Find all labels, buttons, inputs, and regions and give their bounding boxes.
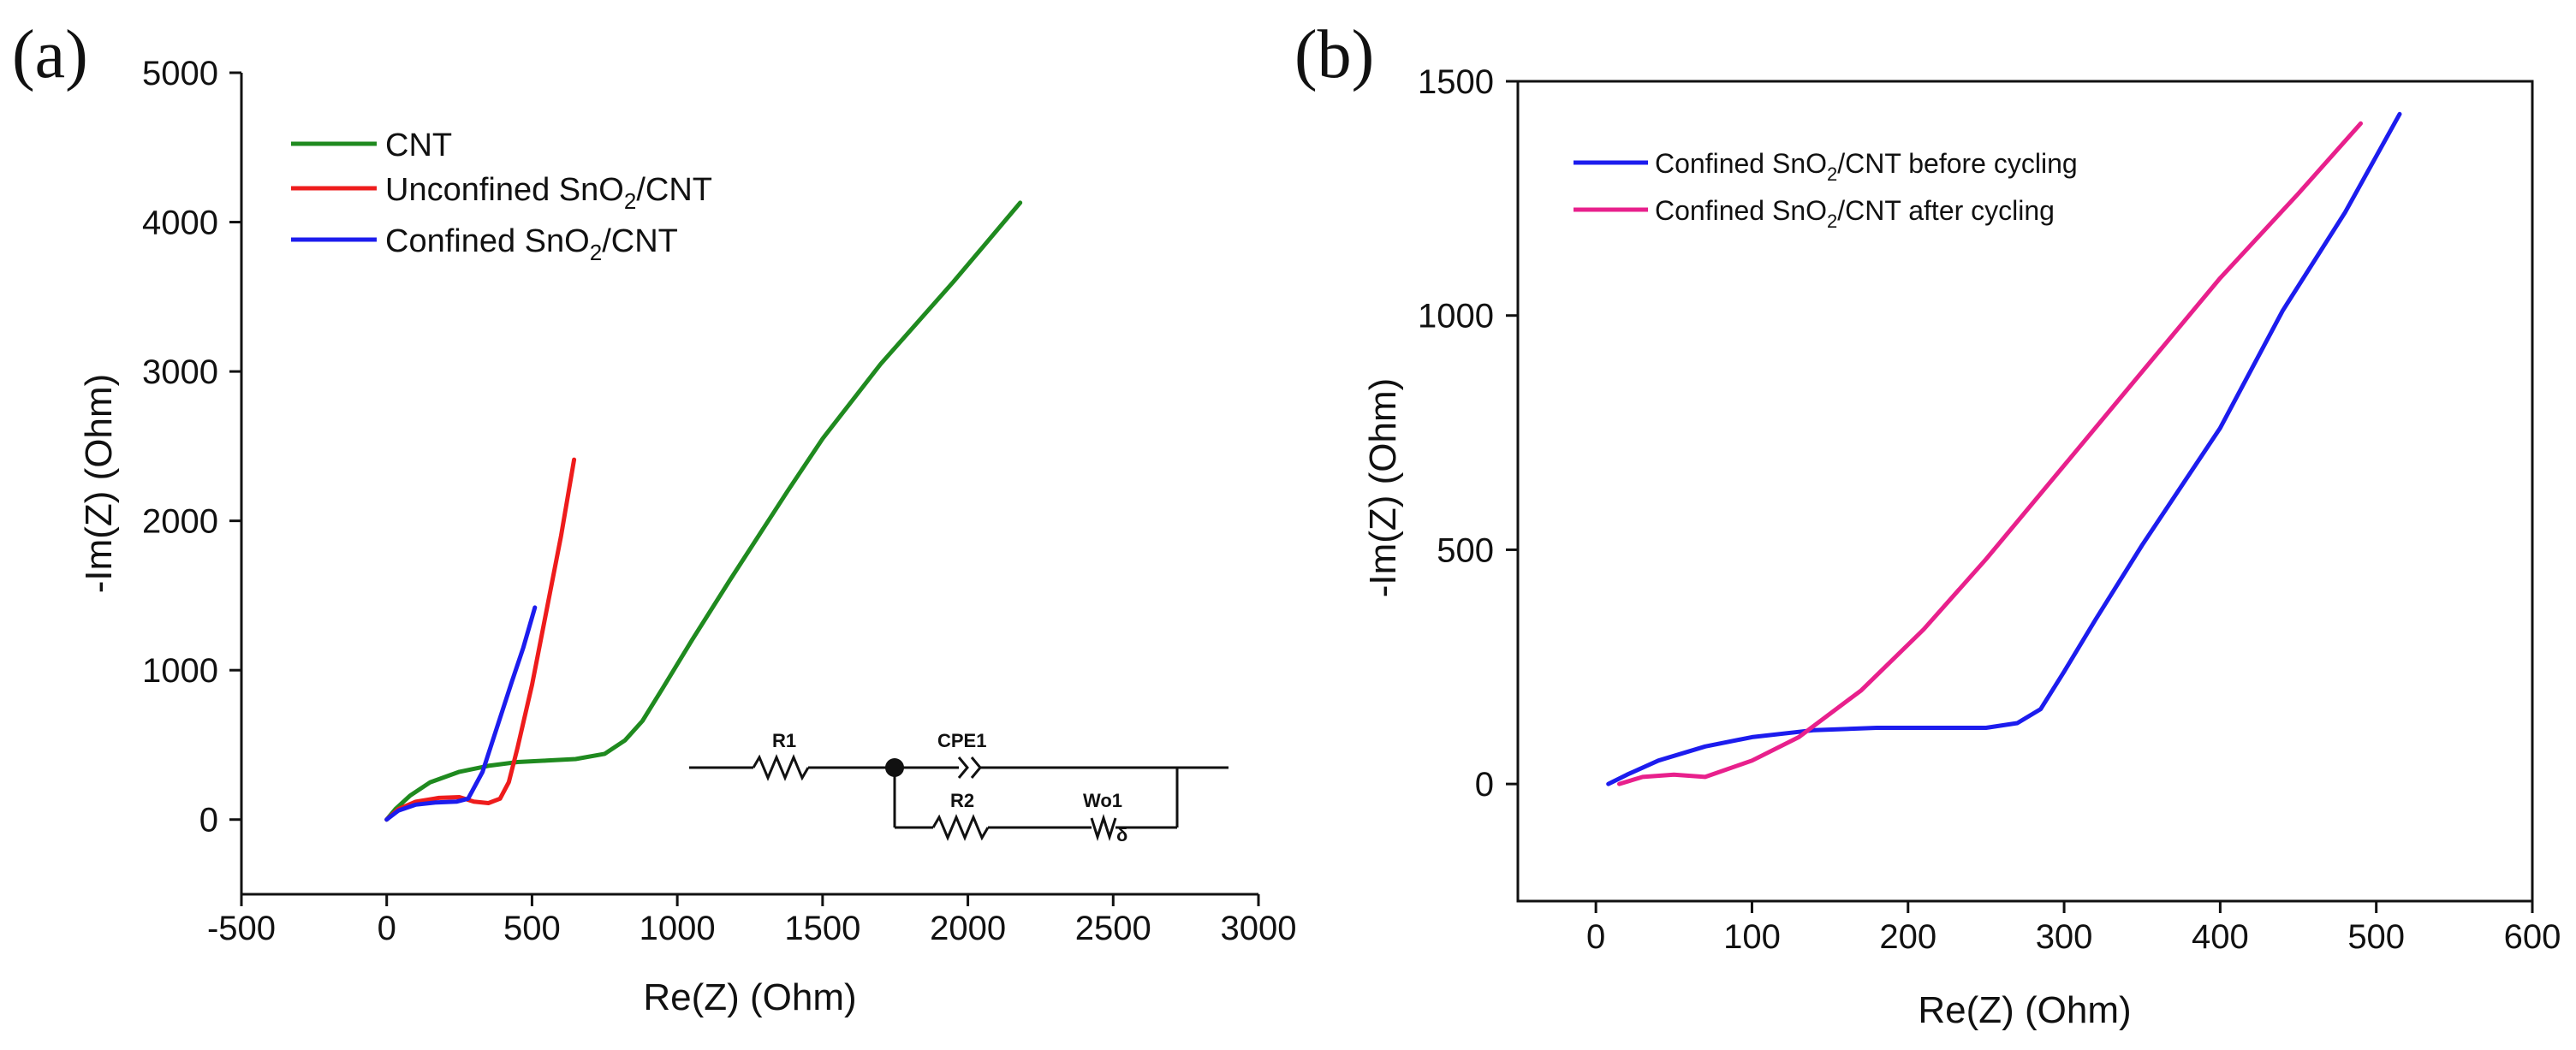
- series-line-unconfined-sno2-cnt: [384, 457, 577, 822]
- panel-b-x-axis-title: Re(Z) (Ohm): [1918, 989, 2131, 1031]
- panel-a-label: (a): [12, 17, 88, 92]
- cpe-icon: [957, 756, 969, 779]
- x-tick-label: 2000: [930, 910, 1006, 947]
- x-tick-label: -500: [207, 910, 276, 947]
- y-tick-label: 1500: [1418, 63, 1494, 101]
- panel-b-x-ticks: 0 100 200 300 400 500 600: [1586, 901, 2561, 956]
- y-tick-label: 0: [199, 802, 218, 839]
- x-tick-label: 200: [1879, 918, 1936, 956]
- x-tick-label: 500: [2347, 918, 2405, 956]
- circuit-label-r2: R2: [950, 790, 974, 811]
- x-tick-label: 100: [1723, 918, 1781, 956]
- panel-b-y-axis-title: -Im(Z) (Ohm): [1362, 378, 1404, 598]
- x-tick-label: 0: [1586, 918, 1605, 956]
- panel-b-plot-frame: [1516, 80, 2534, 903]
- y-tick-label: 5000: [142, 55, 218, 92]
- panel-a-y-ticks: 0 1000 2000 3000 4000 5000: [142, 55, 241, 839]
- y-tick-label: 4000: [142, 205, 218, 242]
- legend-label-before-cycling: Confined SnO2/CNT before cycling: [1655, 148, 2078, 185]
- resistor-r2-icon: [931, 814, 990, 841]
- y-tick-label: 1000: [142, 652, 218, 690]
- x-tick-label: 0: [378, 910, 396, 947]
- circuit-label-delta: δ: [1116, 824, 1127, 845]
- cpe-icon: [970, 756, 982, 779]
- legend-label-unconfined: Unconfined SnO2/CNT: [385, 172, 712, 214]
- series-line-confined-sno2-cnt-after-cycling: [1617, 121, 2363, 786]
- series-line-cnt: [384, 200, 1023, 822]
- circuit-label-wo1: Wo1: [1083, 790, 1122, 811]
- legend-label-confined: Confined SnO2/CNT: [385, 223, 678, 265]
- series-line-confined-sno2-cnt: [384, 605, 538, 822]
- x-tick-label: 1000: [640, 910, 716, 947]
- y-tick-label: 500: [1437, 531, 1494, 569]
- y-tick-label: 1000: [1418, 298, 1494, 335]
- resistor-r1-icon: [752, 754, 810, 781]
- panel-b-curves: [1606, 111, 2402, 786]
- series-line-confined-sno2-cnt-before-cycling: [1606, 111, 2402, 786]
- y-tick-label: 0: [1475, 766, 1494, 804]
- panel-a: (a) -500 0 500 1000 1500 2000 2500 3000 0 1000 20…: [12, 17, 1296, 1018]
- panel-a-y-axis-title: -Im(Z) (Ohm): [78, 374, 120, 594]
- x-tick-label: 300: [2036, 918, 2093, 956]
- circuit-label-cpe1: CPE1: [937, 730, 986, 751]
- panel-a-x-axis-title: Re(Z) (Ohm): [643, 976, 856, 1018]
- panel-b: (b) 0 100 200 300 400 500 600 0 500 1000 1500 Re(…: [1294, 17, 2561, 1031]
- legend-label-after-cycling: Confined SnO2/CNT after cycling: [1655, 195, 2055, 232]
- circuit-label-r1: R1: [772, 730, 796, 751]
- x-tick-label: 600: [2504, 918, 2561, 956]
- x-tick-label: 500: [503, 910, 561, 947]
- equivalent-circuit-inset: R1 CPE1 R2 Wo1 δ: [689, 730, 1229, 845]
- y-tick-label: 2000: [142, 503, 218, 541]
- x-tick-label: 400: [2192, 918, 2249, 956]
- panel-a-x-ticks: -500 0 500 1000 1500 2000 2500 3000: [207, 894, 1297, 947]
- x-tick-label: 3000: [1221, 910, 1297, 947]
- legend-label-cnt: CNT: [385, 128, 452, 163]
- panel-a-legend: CNT Unconfined SnO2/CNT Confined SnO2/CN…: [291, 128, 712, 265]
- x-tick-label: 1500: [784, 910, 860, 947]
- panel-b-legend: Confined SnO2/CNT before cycling Confine…: [1574, 148, 2078, 232]
- panel-b-y-ticks: 0 500 1000 1500: [1418, 63, 1518, 804]
- panel-b-label: (b): [1294, 17, 1374, 92]
- panel-a-curves: [384, 200, 1023, 822]
- y-tick-label: 3000: [142, 353, 218, 391]
- x-tick-label: 2500: [1075, 910, 1151, 947]
- warburg-element-icon: [1090, 814, 1117, 841]
